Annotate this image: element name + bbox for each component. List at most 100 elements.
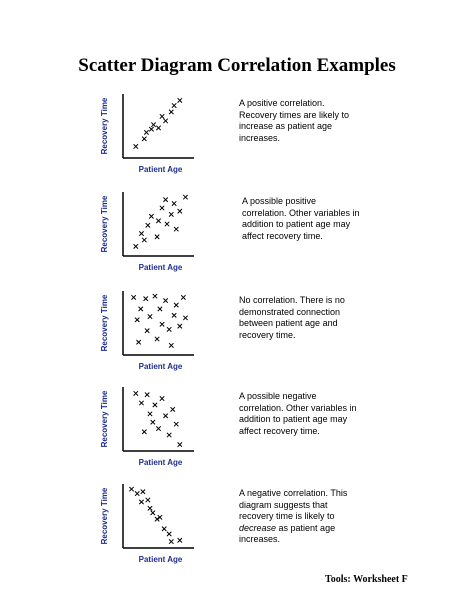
y-axis-label: Recovery Time — [100, 195, 109, 252]
description-1: A positive correlation. Recovery times a… — [239, 98, 350, 143]
chart-row-1: Recovery Time Patient Age A positive corr… — [0, 88, 474, 183]
scatter-point — [144, 392, 150, 398]
y-axis-label: Recovery Time — [100, 487, 109, 544]
scatter-point — [180, 294, 186, 300]
scatter-point — [168, 539, 174, 545]
description-5: A negative correlation. This diagram sug… — [239, 488, 357, 546]
scatter-point — [154, 234, 160, 240]
scatter-point — [134, 491, 140, 497]
scatter-point — [147, 314, 153, 320]
scatter-point — [134, 317, 140, 323]
scatter-point — [171, 200, 177, 207]
scatter-point — [159, 205, 165, 211]
scatter-point — [173, 302, 179, 308]
x-axis-label: Patient Age — [139, 165, 183, 174]
chart-row-4: Recovery Time Patient Age A possible nega… — [0, 381, 474, 476]
scatter-point — [159, 395, 165, 402]
scatter-point — [177, 208, 183, 214]
scatter-point — [152, 402, 158, 408]
scatter-point — [177, 442, 183, 448]
scatter-point — [138, 306, 144, 312]
scatter-point — [161, 526, 167, 532]
scatter-point — [150, 419, 156, 425]
footer-label: Tools: Worksheet F — [325, 574, 408, 585]
scatter-point — [166, 432, 172, 438]
scatter-point — [154, 336, 160, 342]
scatter-point — [173, 421, 179, 427]
scatter-point — [145, 222, 151, 228]
scatter-point — [166, 326, 172, 332]
scatter-point — [143, 129, 149, 135]
scatter-point — [147, 505, 153, 511]
scatter-point — [163, 118, 169, 124]
page-title: Scatter Diagram Correlation Examples — [78, 55, 396, 76]
scatter-point — [133, 243, 139, 249]
scatter-point — [128, 486, 135, 492]
y-axis-label: Recovery Time — [100, 294, 109, 351]
scatter-plot-2: Recovery Time Patient Age — [100, 192, 194, 272]
chart-row-5: Recovery Time Patient Age A negative corr… — [0, 478, 474, 573]
scatter-point — [148, 126, 154, 132]
scatter-point — [157, 306, 163, 312]
chart-row-3: Recovery Time Patient Age No correlation.… — [0, 285, 474, 380]
scatter-point — [170, 406, 176, 412]
scatter-point — [177, 97, 183, 103]
scatter-point — [163, 197, 169, 203]
scatter-point — [182, 315, 189, 321]
scatter-point — [155, 125, 162, 131]
scatter-point — [157, 514, 163, 520]
scatter-point — [150, 122, 157, 128]
description-5-emphasis: decrease — [239, 522, 277, 533]
scatter-point — [150, 510, 156, 516]
scatter-plot-3: Recovery Time Patient Age — [100, 291, 194, 371]
scatter-point — [133, 143, 139, 150]
scatter-point — [173, 226, 179, 232]
scatter-point — [177, 323, 183, 329]
scatter-point — [140, 489, 146, 495]
description-2: A possible positive correlation. Other v… — [242, 196, 360, 241]
scatter-plot-1: Recovery Time Patient Age — [100, 94, 194, 174]
scatter-point — [136, 339, 142, 345]
scatter-point — [131, 294, 137, 300]
scatter-plot-4: Recovery Time Patient Age — [100, 387, 194, 467]
scatter-point — [171, 312, 177, 318]
scatter-point — [166, 531, 172, 537]
scatter-point — [143, 296, 149, 302]
scatter-point — [138, 400, 145, 406]
scatter-point — [141, 136, 147, 142]
scatter-point — [182, 194, 189, 200]
x-axis-label: Patient Age — [139, 555, 183, 564]
scatter-point — [155, 426, 162, 432]
scatter-point — [164, 221, 170, 227]
scatter-point — [152, 293, 158, 299]
y-axis-label: Recovery Time — [100, 97, 109, 154]
scatter-point — [145, 497, 151, 503]
x-axis-label: Patient Age — [139, 263, 183, 272]
scatter-point — [133, 390, 139, 396]
scatter-point — [168, 109, 174, 115]
scatter-point — [159, 321, 165, 327]
scatter-point — [141, 429, 147, 435]
x-axis-label: Patient Age — [139, 362, 183, 371]
description-4: A possible negative correlation. Other v… — [239, 391, 357, 436]
scatter-point — [144, 328, 150, 334]
scatter-point — [163, 298, 169, 304]
scatter-point — [168, 342, 174, 348]
chart-row-2: Recovery Time Patient Age A possible posi… — [0, 186, 474, 281]
scatter-point — [141, 237, 147, 243]
description-3: No correlation. There is no demonstrated… — [239, 295, 345, 340]
scatter-point — [148, 213, 154, 219]
scatter-point — [155, 218, 162, 224]
description-5-part-1: A negative correlation. This diagram sug… — [239, 488, 348, 521]
scatter-point — [171, 102, 177, 109]
x-axis-label: Patient Age — [139, 458, 183, 467]
description-5-part-2: as patient age increases. — [239, 522, 336, 545]
scatter-point — [159, 113, 165, 119]
scatter-point — [147, 411, 153, 417]
scatter-plot-5: Recovery Time Patient Age — [100, 484, 194, 564]
scatter-point — [168, 211, 174, 217]
y-axis-label: Recovery Time — [100, 390, 109, 447]
scatter-point — [138, 231, 145, 237]
scatter-point — [138, 499, 145, 505]
scatter-point — [154, 516, 160, 522]
